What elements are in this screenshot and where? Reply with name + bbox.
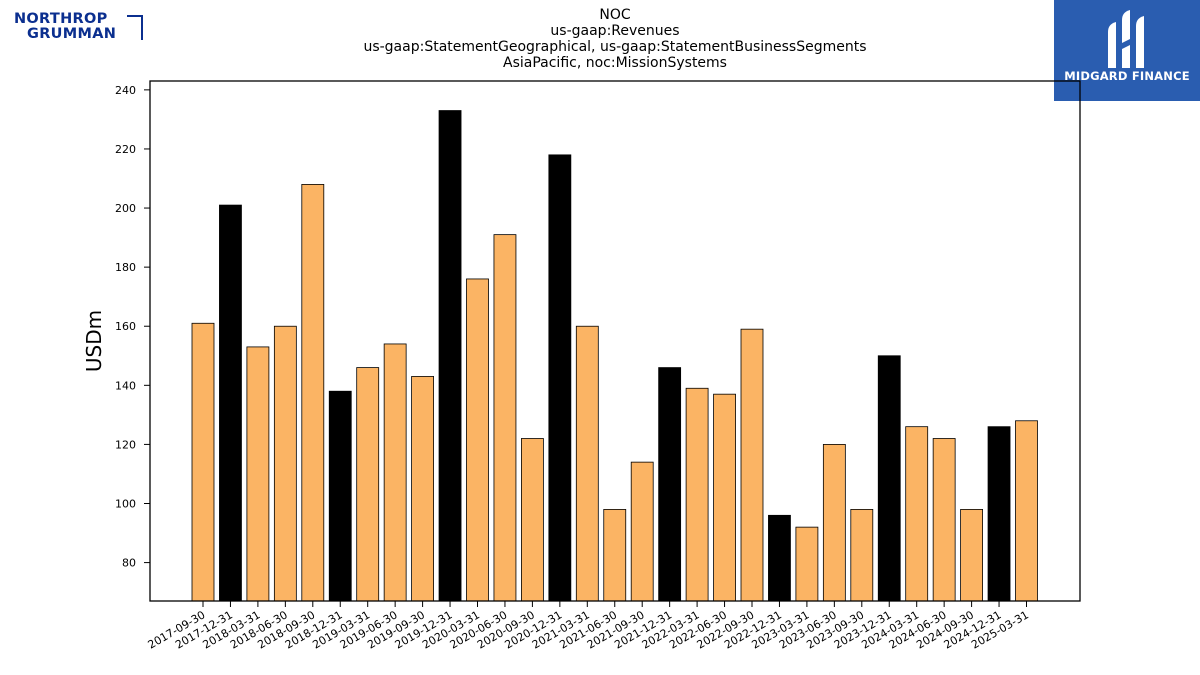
logo-line-2: GRUMMAN [27, 26, 117, 42]
y-tick-label: 200 [115, 202, 136, 215]
y-tick-label: 100 [115, 498, 136, 511]
bar-2024-06-30 [932, 438, 956, 602]
midgard-emblem-icon [1108, 10, 1144, 68]
y-tick-label: 80 [122, 557, 136, 570]
bar-2020-06-30 [493, 234, 517, 602]
bar-2020-12-31 [548, 154, 572, 602]
logo-bracket-shape [127, 15, 143, 40]
midgard-finance-logo: MIDGARD FINANCE [1054, 0, 1200, 101]
bar-2024-03-31 [905, 426, 929, 602]
y-axis-label: USDm [82, 310, 106, 372]
y-tick-label: 220 [115, 143, 136, 156]
bar-2023-03-31 [795, 526, 819, 602]
bar-2023-12-31 [877, 355, 901, 602]
title-line-axes: us-gaap:StatementGeographical, us-gaap:S… [363, 39, 867, 55]
bar-2021-03-31 [575, 325, 599, 602]
bar-2018-09-30 [301, 184, 325, 602]
bar-2021-09-30 [630, 461, 654, 602]
bar-2019-09-30 [411, 376, 435, 602]
northrop-grumman-logo: NORTHROP GRUMMAN [14, 11, 143, 44]
y-tick-label: 140 [115, 379, 136, 392]
bar-2019-03-31 [356, 367, 380, 602]
bar-2017-12-31 [219, 204, 242, 602]
title-line-members: AsiaPacific, noc:MissionSystems [503, 55, 727, 71]
bar-2025-03-31 [1015, 420, 1038, 602]
bar-2019-12-31 [438, 110, 462, 602]
bar-2017-09-30 [191, 322, 215, 602]
y-tick-label: 240 [115, 84, 136, 97]
y-tick-label: 180 [115, 261, 136, 274]
bar-2020-03-31 [466, 278, 489, 602]
title-line-ticker: NOC [599, 7, 631, 23]
y-tick-label: 120 [115, 438, 136, 451]
bar-2020-09-30 [521, 438, 544, 602]
bar-2022-12-31 [768, 514, 791, 602]
midgard-finance-wordmark: MIDGARD FINANCE [1064, 69, 1190, 83]
chart-title: NOC us-gaap:Revenues us-gaap:StatementGe… [150, 7, 1080, 71]
bar-2021-12-31 [658, 367, 682, 602]
y-axis: 80 100 120 140 160 180 200 220 240 [115, 84, 150, 570]
bar-2018-12-31 [328, 390, 352, 602]
y-tick-label: 160 [115, 320, 136, 333]
logo-line-1: NORTHROP [14, 11, 108, 27]
bar-2021-06-30 [603, 509, 627, 602]
bar-2018-06-30 [273, 325, 297, 602]
bars-group [191, 110, 1038, 602]
bar-2024-12-31 [987, 426, 1011, 602]
x-axis: 2017-09-302017-12-312018-03-312018-06-30… [146, 601, 1031, 652]
bar-2024-09-30 [960, 509, 983, 602]
bar-2018-03-31 [246, 346, 270, 602]
bar-2019-06-30 [383, 343, 407, 602]
bar-2023-09-30 [850, 509, 874, 602]
bar-2022-09-30 [740, 328, 764, 602]
bar-2022-03-31 [685, 387, 709, 602]
title-line-concept: us-gaap:Revenues [550, 23, 680, 39]
bar-2023-06-30 [822, 444, 846, 602]
bar-2022-06-30 [713, 393, 736, 602]
plot-frame [149, 80, 1081, 602]
